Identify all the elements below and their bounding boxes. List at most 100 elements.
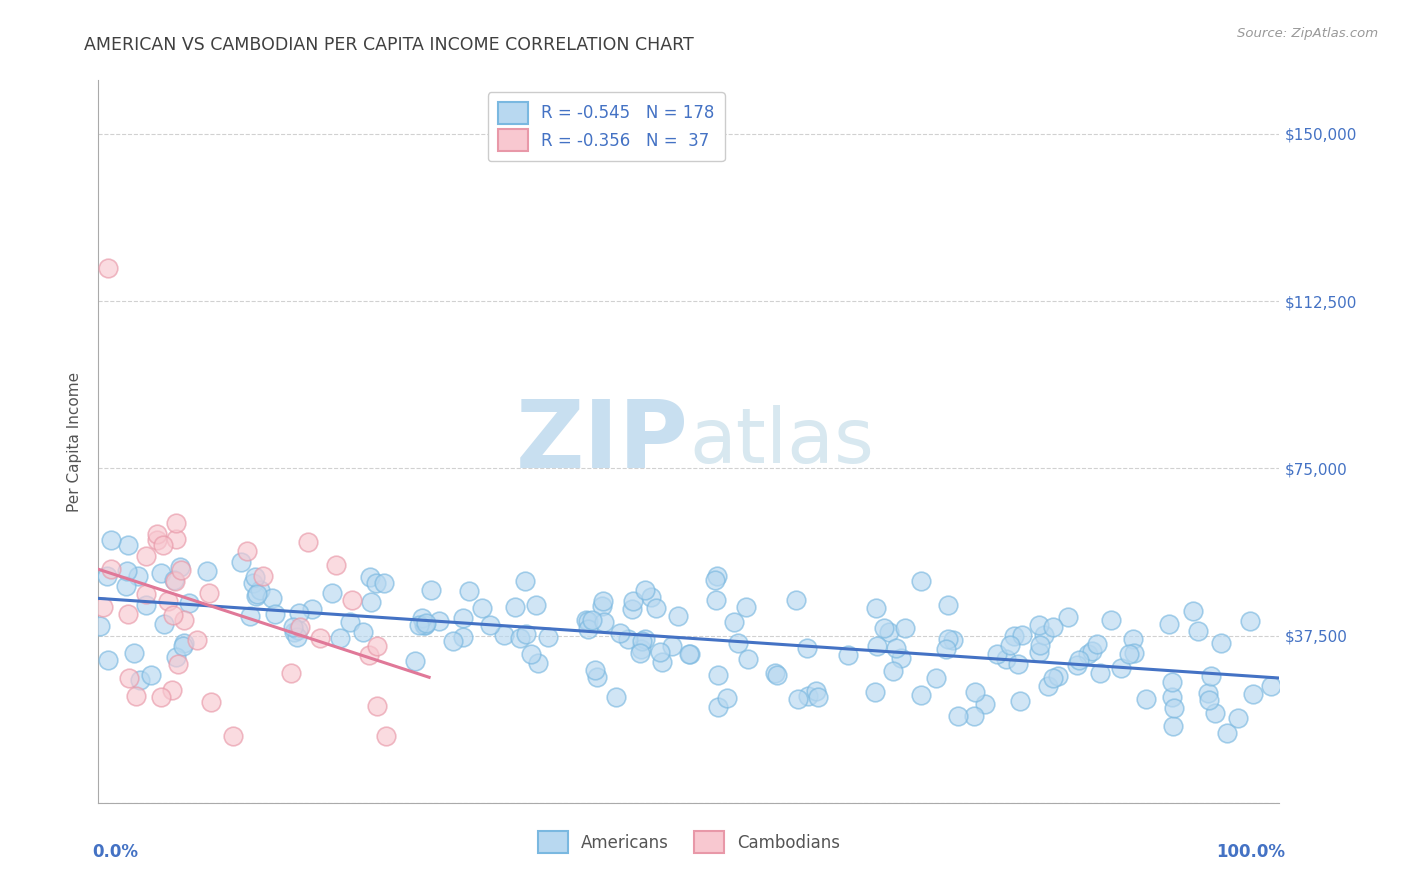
Point — [236, 543, 259, 558]
Point — [925, 671, 948, 685]
Point — [262, 591, 284, 605]
Point — [297, 535, 319, 549]
Point — [628, 647, 651, 661]
Point — [100, 533, 122, 547]
Point — [509, 631, 531, 645]
Point — [678, 647, 700, 661]
Point — [1163, 700, 1185, 714]
Point — [973, 698, 995, 712]
Point — [374, 729, 396, 743]
Point — [575, 613, 598, 627]
Point — [1239, 615, 1261, 629]
Point — [866, 639, 889, 653]
Point — [894, 621, 917, 635]
Point — [1011, 628, 1033, 642]
Point — [162, 607, 184, 622]
Point — [581, 613, 603, 627]
Point — [162, 573, 184, 587]
Point — [1157, 617, 1180, 632]
Point — [1007, 657, 1029, 671]
Point — [404, 654, 426, 668]
Point — [1199, 668, 1222, 682]
Point — [411, 611, 433, 625]
Point — [1028, 644, 1050, 658]
Point — [537, 630, 560, 644]
Point — [245, 589, 267, 603]
Point — [863, 685, 886, 699]
Point — [616, 632, 638, 646]
Point — [591, 599, 613, 614]
Point — [1161, 719, 1184, 733]
Point — [301, 602, 323, 616]
Point — [287, 623, 309, 637]
Point — [1161, 675, 1184, 690]
Point — [592, 615, 614, 629]
Point — [478, 618, 501, 632]
Point — [873, 621, 896, 635]
Text: ZIP: ZIP — [516, 395, 689, 488]
Point — [877, 625, 900, 640]
Point — [1111, 661, 1133, 675]
Point — [706, 699, 728, 714]
Point — [229, 556, 252, 570]
Point — [366, 639, 388, 653]
Point — [222, 729, 245, 743]
Point — [145, 533, 167, 547]
Point — [723, 615, 745, 630]
Point — [586, 670, 609, 684]
Point — [124, 646, 146, 660]
Point — [1028, 618, 1050, 632]
Point — [285, 630, 308, 644]
Point — [519, 647, 541, 661]
Point — [1227, 711, 1250, 725]
Point — [373, 576, 395, 591]
Point — [1042, 671, 1064, 685]
Point — [89, 618, 111, 632]
Point — [890, 651, 912, 665]
Point — [117, 607, 139, 621]
Point — [651, 655, 673, 669]
Point — [785, 592, 807, 607]
Point — [796, 640, 818, 655]
Point — [1099, 613, 1122, 627]
Point — [352, 625, 374, 640]
Point — [160, 683, 183, 698]
Point — [704, 573, 727, 587]
Point — [1209, 636, 1232, 650]
Point — [1216, 726, 1239, 740]
Point — [631, 633, 654, 648]
Point — [117, 671, 139, 685]
Point — [1204, 706, 1226, 720]
Point — [650, 645, 672, 659]
Point — [127, 568, 149, 582]
Point — [135, 549, 157, 563]
Point — [505, 599, 527, 614]
Point — [125, 689, 148, 703]
Point — [645, 600, 668, 615]
Point — [640, 590, 662, 604]
Point — [1181, 603, 1204, 617]
Point — [415, 615, 437, 630]
Point — [359, 569, 381, 583]
Point — [360, 595, 382, 609]
Point — [173, 636, 195, 650]
Point — [197, 564, 219, 578]
Text: 0.0%: 0.0% — [93, 843, 139, 861]
Point — [149, 690, 172, 705]
Point — [325, 558, 347, 572]
Point — [513, 574, 536, 589]
Point — [666, 609, 689, 624]
Point — [359, 648, 381, 663]
Point — [661, 639, 683, 653]
Point — [146, 527, 169, 541]
Point — [706, 568, 728, 582]
Point — [884, 640, 907, 655]
Point — [1090, 666, 1112, 681]
Point — [451, 610, 474, 624]
Point — [948, 709, 970, 723]
Point — [963, 708, 986, 723]
Point — [242, 575, 264, 590]
Point — [1118, 648, 1140, 662]
Point — [97, 653, 120, 667]
Point — [172, 639, 194, 653]
